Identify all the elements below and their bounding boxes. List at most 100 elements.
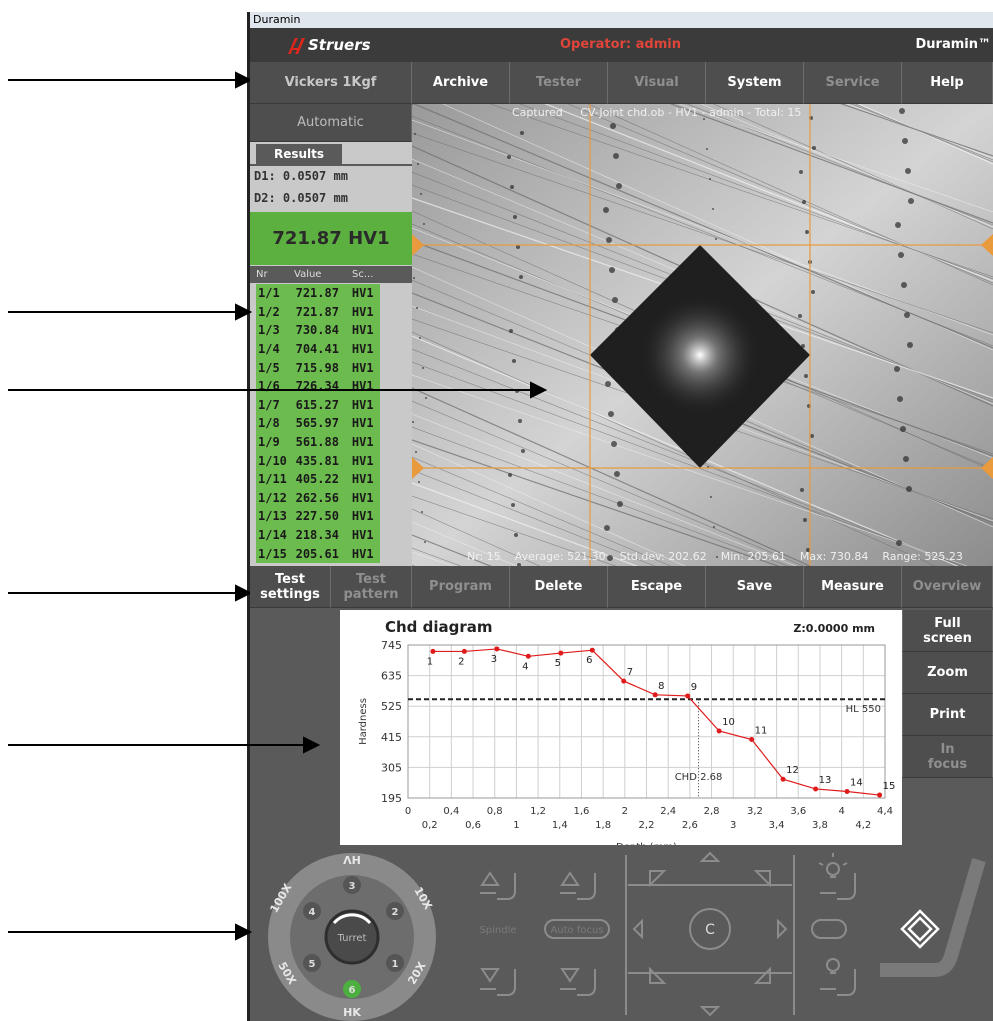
pit [712,208,714,210]
menu-button[interactable]: Vickers 1Kgf [250,62,412,104]
pit [520,131,524,135]
pit [715,238,717,240]
mode-button[interactable]: Automatic [250,104,412,142]
turret-position-label: 5 [309,959,316,970]
data-point [621,679,626,684]
pit [613,153,619,159]
x-tick-label: 4,2 [855,820,871,831]
pit [710,496,712,498]
pit [616,183,622,189]
column-header: Value [294,269,352,280]
table-cell: 1/15 [256,547,294,561]
toolbar-button[interactable]: Test pattern [331,566,412,608]
menu-button[interactable]: Service [804,62,902,104]
data-point [877,793,882,798]
menu-button[interactable]: Visual [608,62,706,104]
objective-label: ΛH [343,854,361,867]
data-line [433,649,880,795]
x-tick-label: 1,2 [530,806,546,817]
table-row: 1/1721.87HV1 [256,284,380,303]
table-cell: 1/2 [256,305,294,319]
point-label: 9 [691,682,697,693]
table-row: 1/14218.34HV1 [256,526,380,545]
toolbar-button[interactable]: Overview [902,566,993,608]
menu-button[interactable]: Help [902,62,993,104]
pit [422,367,424,369]
pit [518,419,522,423]
table-cell: 1/12 [256,491,294,505]
menu-button[interactable]: Archive [412,62,510,104]
table-cell: 1/4 [256,342,294,356]
x-tick-label: 0 [405,806,411,817]
x-tick-label: 1,6 [574,806,590,817]
toolbar-button[interactable]: Measure [804,566,902,608]
table-cell: 704.41 [294,342,350,356]
toolbar-button[interactable]: Escape [608,566,706,608]
d1: D1: 0.0507 mm [254,169,348,183]
side-button[interactable]: In focus [902,736,993,778]
pit [902,138,908,144]
table-cell: 1/13 [256,509,294,523]
turret-position-label: 4 [309,907,316,918]
toolbar-button[interactable]: Test settings [250,566,331,608]
point-label: 13 [819,775,832,786]
brand: Struers [308,36,371,54]
pit [508,473,512,477]
table-cell: 1/7 [256,398,294,412]
data-point [813,786,818,791]
data-point [590,648,595,653]
x-tick-label: 0,6 [465,820,481,831]
toolbar-button[interactable]: Delete [510,566,608,608]
y-tick-label: 305 [381,761,402,774]
point-label: 8 [658,681,664,692]
table-cell: 262.56 [294,491,350,505]
table-row: 1/9561.88HV1 [256,433,380,452]
point-label: 12 [786,765,799,776]
pit [521,449,525,453]
table-cell: 1/8 [256,416,294,430]
pit [509,329,513,333]
product-name: Duramin™ [916,37,992,52]
pit [608,411,614,417]
point-label: 6 [586,655,592,666]
pit [811,290,815,294]
pit [900,426,906,432]
table-cell: 561.88 [294,435,350,449]
side-button[interactable]: Full screen [902,610,993,652]
pit [905,168,911,174]
table-row: 1/7615.27HV1 [256,396,380,415]
center-label[interactable]: C [705,922,715,938]
point-label: 1 [427,656,433,667]
x-tick-label: 2,6 [682,820,698,831]
chd-label: CHD 2.68 [675,772,723,783]
side-button[interactable]: Zoom [902,652,993,694]
pit [713,526,715,528]
pit [896,540,902,546]
indentation-glow [640,295,760,415]
pit [424,541,426,543]
table-cell: 721.87 [294,286,350,300]
pit [603,207,609,213]
toolbar-button[interactable]: Save [706,566,804,608]
table-cell: HV1 [350,342,380,356]
x-tick-label: 0,4 [443,806,459,817]
results-tab[interactable]: Results [256,144,342,164]
control-panel: 123456ΛH10X20XHK50X100XTurretSpindleAuto… [250,845,993,1021]
side-button[interactable]: Print [902,694,993,736]
y-tick-label: 415 [381,731,402,744]
table-cell: 1/10 [256,454,294,468]
turret-position-label: 3 [349,881,356,892]
menu-button[interactable]: System [706,62,804,104]
pit [901,282,907,288]
toolbar-button[interactable]: Program [412,566,510,608]
menu-button[interactable]: Tester [510,62,608,104]
pit [617,501,623,507]
table-row: 1/3730.84HV1 [256,321,380,340]
data-point [526,654,531,659]
pit [513,215,517,219]
logo-icon [286,36,306,56]
data-point [494,646,499,651]
pit [899,108,905,114]
